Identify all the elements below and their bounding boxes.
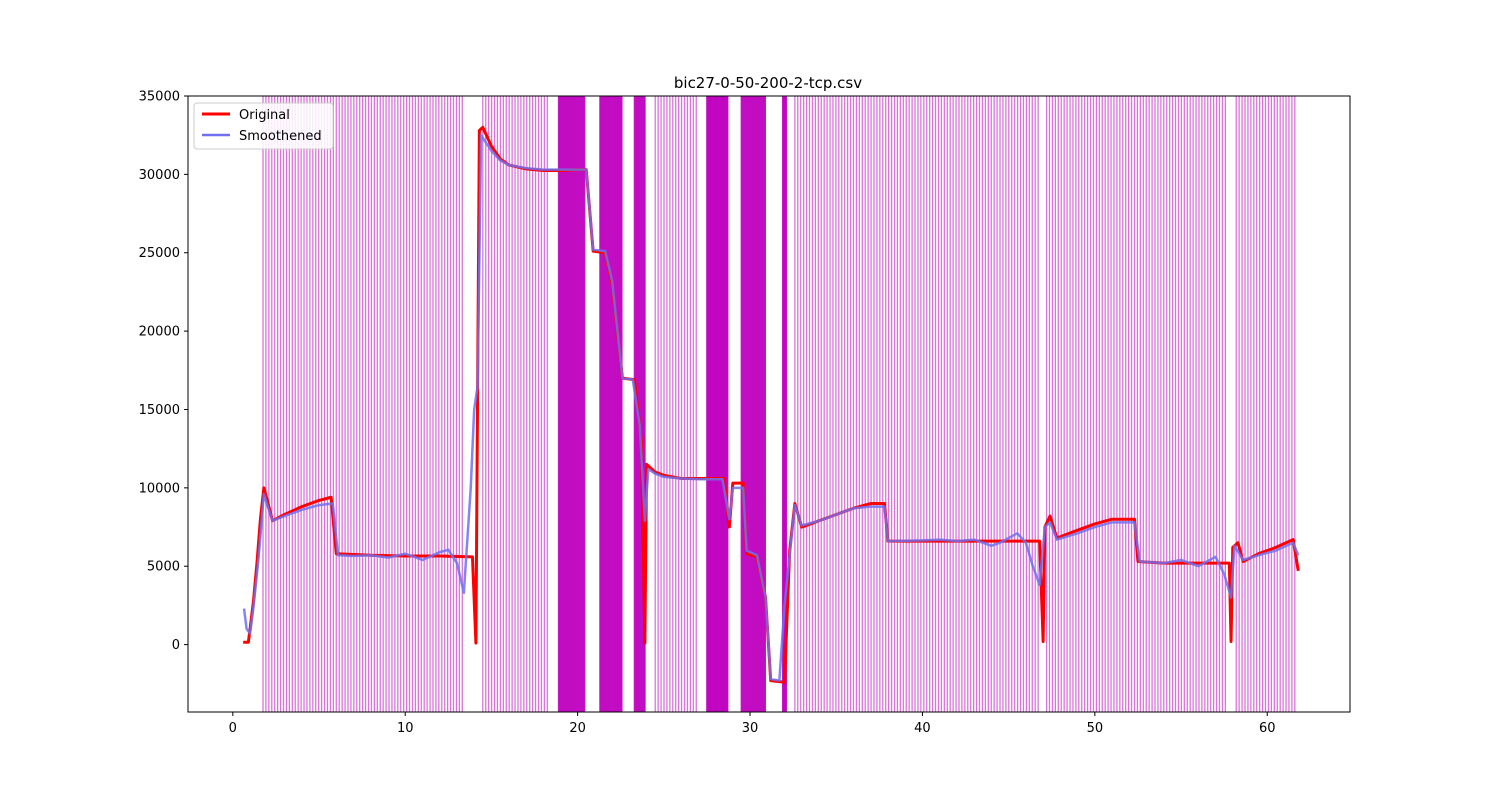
- legend-label: Original: [239, 108, 290, 123]
- y-tick-label: 25000: [139, 246, 180, 261]
- y-axis: 0 5000 10000 15000 20000 25000 30000 35000: [139, 90, 188, 653]
- y-tick-label: 15000: [139, 403, 180, 418]
- legend: Original Smoothened: [193, 102, 334, 150]
- x-tick-label: 60: [1259, 721, 1276, 736]
- x-tick-label: 20: [569, 721, 586, 736]
- x-axis: 0 10 20 30 40 50 60: [229, 712, 1276, 736]
- plot-area-frame: [187, 95, 1351, 713]
- series-layer: [242, 125, 1300, 684]
- x-tick-label: 50: [1087, 721, 1104, 736]
- y-tick-label: 0: [172, 638, 180, 653]
- chart-title: bic27-0-50-200-2-tcp.csv: [674, 74, 862, 92]
- x-tick-label: 40: [914, 721, 931, 736]
- y-tick-label: 30000: [139, 168, 180, 183]
- legend-label: Smoothened: [239, 129, 322, 144]
- vline-layer: [262, 96, 1296, 712]
- series-line-smoothened: [242, 133, 1300, 682]
- y-tick-label: 20000: [139, 325, 180, 340]
- y-tick-label: 10000: [139, 481, 180, 496]
- y-tick-label: 35000: [139, 90, 180, 105]
- x-tick-label: 30: [742, 721, 759, 736]
- x-tick-label: 10: [397, 721, 414, 736]
- x-tick-label: 0: [229, 721, 237, 736]
- y-tick-label: 5000: [147, 560, 180, 575]
